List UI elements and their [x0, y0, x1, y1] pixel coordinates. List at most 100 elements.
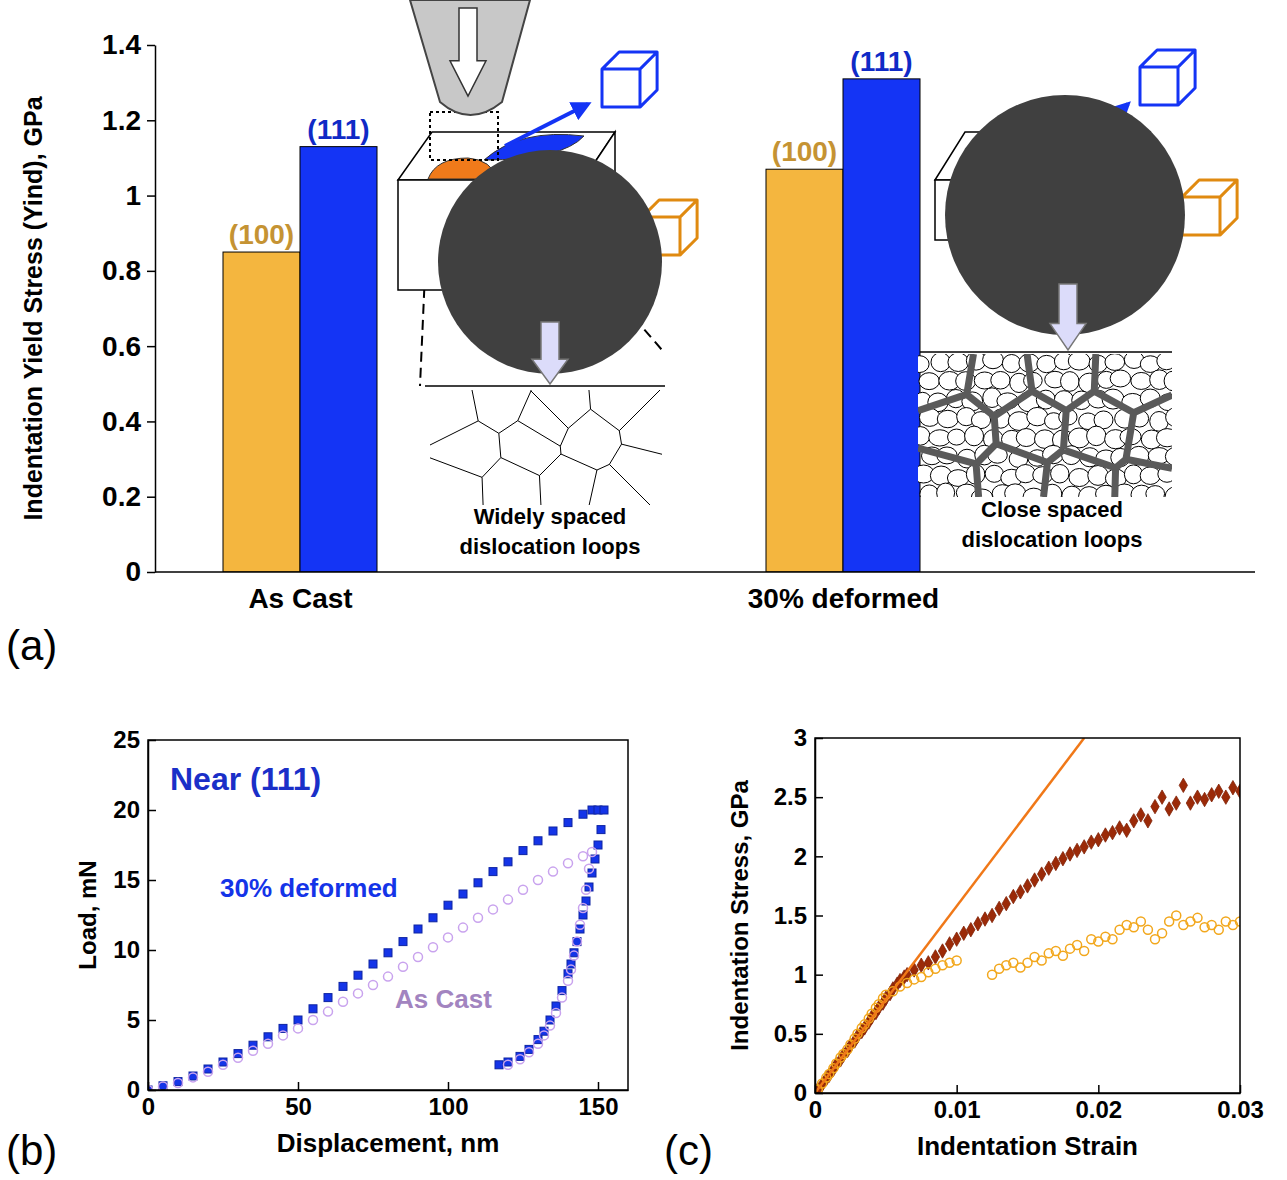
point: [1158, 790, 1166, 804]
axis: 00.20.40.60.811.21.4: [102, 29, 155, 587]
point: [504, 895, 513, 904]
tick-mark: [448, 1082, 450, 1090]
point: [558, 993, 567, 1002]
tick-label: 0.02: [1075, 1096, 1122, 1123]
tick-label: 0.5: [774, 1020, 807, 1047]
point: [594, 841, 602, 849]
tick: As Cast: [248, 583, 352, 614]
point: [414, 953, 423, 962]
point: [369, 981, 378, 990]
point: [546, 1021, 555, 1030]
cell: [1146, 486, 1165, 497]
dislocation-cells: [918, 354, 1172, 497]
line: [815, 738, 1084, 1093]
cell: [1157, 354, 1172, 370]
plot-marks: [148, 806, 608, 1090]
bar: [223, 252, 300, 572]
tick: 0: [127, 1076, 156, 1103]
tick: 1.5: [774, 902, 823, 929]
tick-label: 0.8: [102, 255, 141, 286]
point: [1172, 911, 1181, 920]
plot-frame: [148, 740, 628, 1090]
point: [931, 950, 939, 964]
point: [429, 943, 438, 952]
point: [399, 938, 407, 946]
point: [588, 848, 597, 857]
cell: [1110, 370, 1130, 387]
tick-label: 5: [127, 1006, 140, 1033]
point: [1030, 873, 1038, 887]
x-axis-title: Indentation Strain: [917, 1131, 1138, 1161]
arrow: [450, 8, 486, 96]
point: [534, 1039, 543, 1048]
tick-mark: [147, 271, 155, 273]
tick: 0.5: [774, 1020, 823, 1047]
cell: [1069, 469, 1090, 487]
cell: [1165, 487, 1172, 497]
point: [570, 951, 579, 960]
point: [597, 826, 605, 834]
point: [204, 1067, 213, 1076]
cell: [1016, 429, 1036, 447]
bar: [766, 169, 843, 572]
annotation: Widely spaceddislocation loops: [460, 504, 641, 559]
point: [459, 923, 468, 932]
grain-boundaries: [430, 390, 662, 505]
point: [573, 938, 581, 946]
cell: [920, 485, 939, 497]
tick: 3: [794, 724, 823, 751]
tick-mark: [148, 950, 156, 952]
tick-mark: [298, 1082, 300, 1090]
tick-mark: [815, 856, 823, 858]
tick-label: 0: [809, 1096, 822, 1123]
tick-label: 100: [428, 1093, 468, 1120]
point: [1214, 925, 1223, 934]
tick-label: 0: [142, 1093, 155, 1120]
tick-mark: [815, 915, 823, 917]
tick-label: 3: [794, 724, 807, 751]
tick: 0: [125, 556, 155, 587]
tick-mark: [815, 797, 823, 799]
tick-mark: [1098, 1085, 1100, 1093]
cell: [1164, 371, 1172, 391]
tick-mark: [147, 195, 155, 197]
point: [1158, 929, 1167, 938]
point: [264, 1039, 273, 1048]
cell: [1166, 408, 1172, 426]
point: [573, 937, 582, 946]
bar: [300, 147, 377, 572]
arrow: [532, 322, 568, 384]
tick-label: 30% deformed: [748, 583, 939, 614]
series-label: As Cast: [395, 984, 492, 1014]
point: [600, 806, 608, 814]
tick: 10: [113, 936, 156, 963]
point: [576, 920, 585, 929]
surface-line: [920, 351, 1172, 353]
tick: 0: [794, 1079, 823, 1106]
cell: [1140, 467, 1160, 485]
axis-line: [155, 46, 157, 573]
text-line: Close spaced: [981, 497, 1123, 522]
annotation: Close spaceddislocation loops: [962, 497, 1143, 552]
tick: 0.4: [102, 406, 155, 437]
point: [1208, 788, 1216, 802]
text-line: dislocation loops: [460, 534, 641, 559]
point: [579, 852, 588, 861]
series-label: 30% deformed: [220, 873, 398, 903]
point: [489, 905, 498, 914]
cell: [1068, 354, 1090, 370]
point: [519, 847, 527, 855]
tick-label: 10: [113, 936, 140, 963]
point: [1101, 828, 1109, 842]
point: [174, 1079, 183, 1088]
arrow: [1050, 284, 1086, 350]
tick-mark: [148, 1020, 156, 1022]
tick-label: 0.03: [1217, 1096, 1264, 1123]
cell: [931, 354, 950, 372]
point: [384, 949, 392, 957]
point: [1115, 821, 1123, 835]
axis-line: [816, 1093, 1241, 1095]
surface-line: [425, 385, 665, 387]
panel-label: (a): [6, 622, 57, 669]
bar: [843, 79, 920, 572]
